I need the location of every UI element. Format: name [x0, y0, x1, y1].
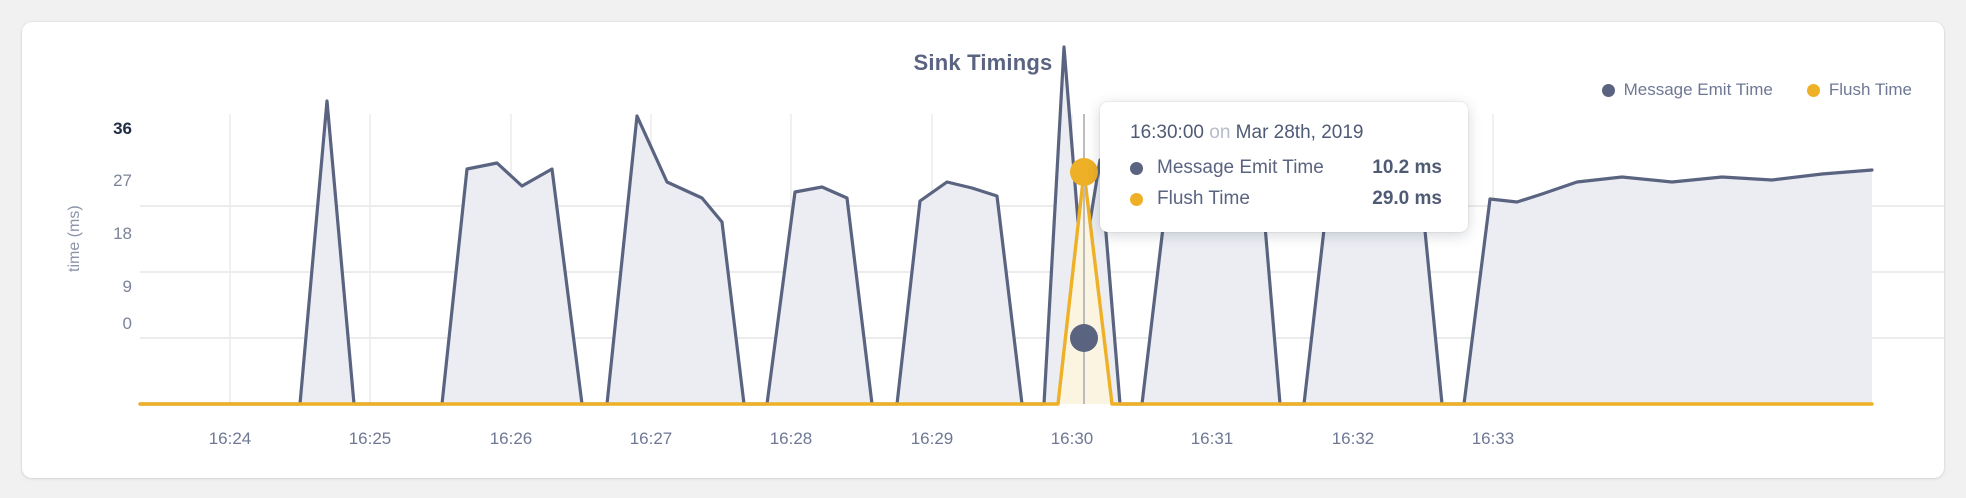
- y-tick-36: 36: [113, 119, 132, 138]
- tooltip-value-message-emit-time: 10.2 ms: [1372, 157, 1442, 178]
- tooltip-on-word: on: [1209, 122, 1231, 143]
- series-area-message-emit-time: [140, 47, 1872, 404]
- chart-tooltip: 16:30:00 on Mar 28th, 2019 Message Emit …: [1100, 102, 1468, 232]
- tooltip-header: 16:30:00 on Mar 28th, 2019: [1130, 122, 1442, 144]
- tooltip-row-flush-time: Flush Time 29.0 ms: [1130, 188, 1442, 210]
- legend-label-flush-time: Flush Time: [1828, 80, 1912, 99]
- tooltip-time: 16:30:00: [1130, 122, 1204, 143]
- x-tick-1632: 16:32: [1331, 429, 1375, 448]
- hover-marker-flush-time: [1070, 158, 1098, 186]
- tooltip-label-message-emit-time: Message Emit Time: [1157, 157, 1324, 178]
- chart-svg: [138, 45, 1944, 406]
- x-tick-1627: 16:27: [629, 429, 673, 448]
- x-tick-1629: 16:29: [910, 429, 954, 448]
- chart-plot-area[interactable]: time (ms) 36 27 18 9 0: [22, 22, 1944, 478]
- legend-item-flush-time[interactable]: Flush Time: [1806, 80, 1912, 100]
- chart-legend[interactable]: Message Emit Time Flush Time: [1601, 80, 1912, 100]
- x-tick-1624: 16:24: [208, 429, 252, 448]
- legend-item-message-emit-time[interactable]: Message Emit Time: [1601, 80, 1773, 100]
- y-tick-0: 0: [122, 314, 132, 333]
- tooltip-value-flush-time: 29.0 ms: [1372, 188, 1442, 209]
- legend-swatch-icon-flush-time: [1806, 83, 1820, 97]
- tooltip-date: Mar 28th, 2019: [1235, 122, 1364, 143]
- legend-swatch-icon-message-emit-time: [1601, 83, 1615, 97]
- x-tick-1628: 16:28: [769, 429, 813, 448]
- y-tick-9: 9: [122, 277, 132, 296]
- page-title: Sink Timings: [913, 50, 1053, 75]
- y-tick-27: 27: [113, 171, 132, 190]
- tooltip-swatch-icon-flush-time: [1130, 192, 1143, 206]
- chart-card: Sink Timings time (ms) 36 27 18 9 0: [22, 22, 1944, 478]
- tooltip-label-flush-time: Flush Time: [1157, 188, 1250, 209]
- x-tick-1625: 16:25: [348, 429, 392, 448]
- x-tick-1633: 16:33: [1471, 429, 1515, 448]
- tooltip-swatch-icon-message-emit-time: [1130, 161, 1143, 175]
- tooltip-row-message-emit-time: Message Emit Time 10.2 ms: [1130, 157, 1442, 179]
- x-tick-1630: 16:30: [1050, 429, 1094, 448]
- x-tick-1626: 16:26: [489, 429, 533, 448]
- hover-marker-message-emit-time: [1070, 324, 1098, 352]
- y-tick-18: 18: [113, 224, 132, 243]
- x-tick-1631: 16:31: [1190, 429, 1234, 448]
- legend-label-message-emit-time: Message Emit Time: [1623, 80, 1773, 99]
